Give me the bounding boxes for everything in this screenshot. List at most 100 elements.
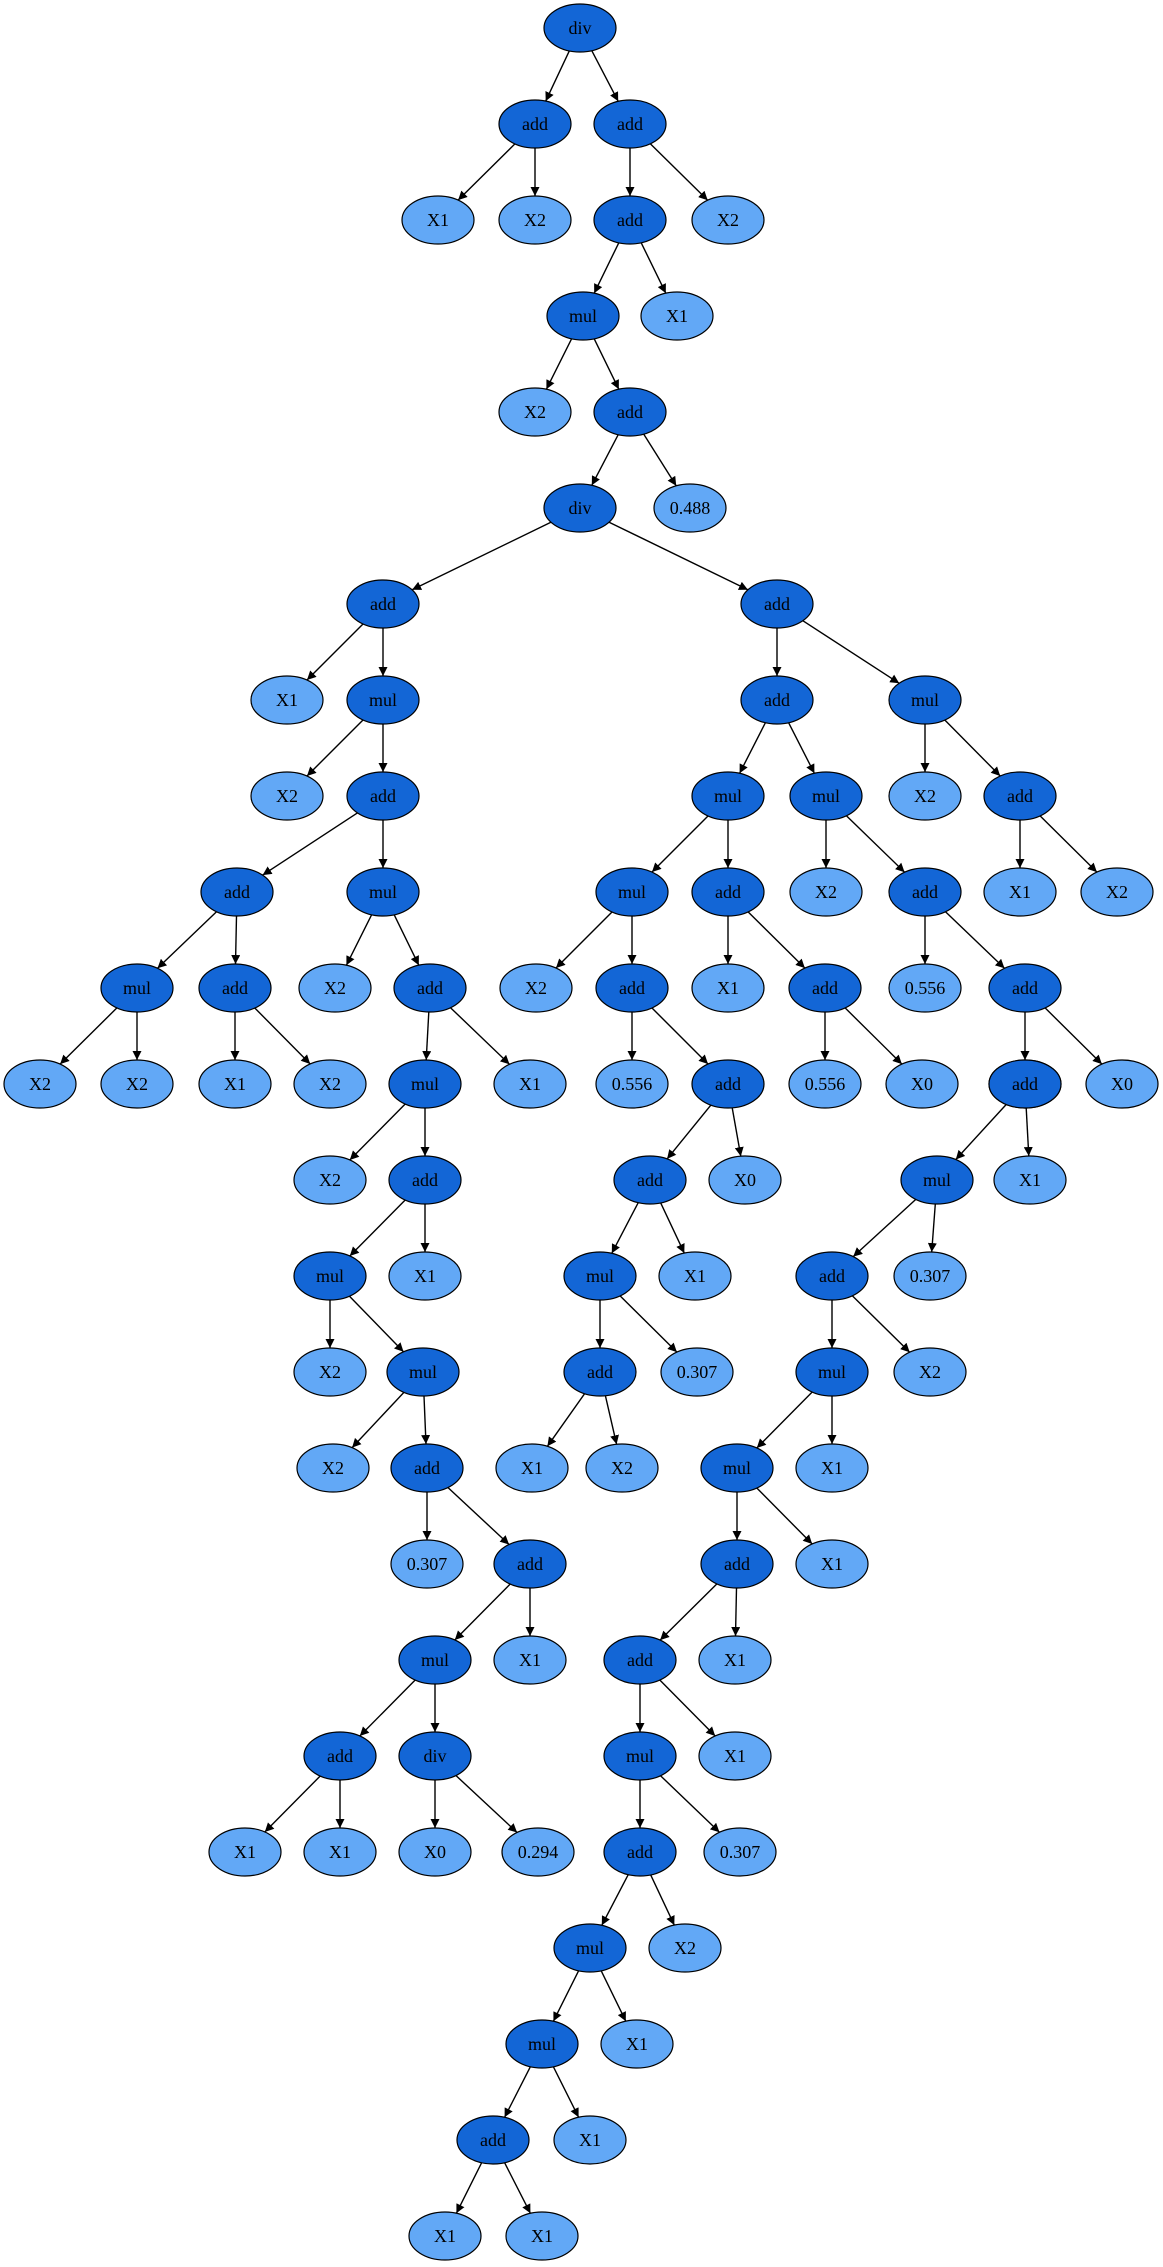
edge-n78-n82: [852, 1198, 917, 1258]
node-label: 0.307: [720, 1842, 761, 1862]
node-label: mul: [411, 1074, 439, 1094]
edge-n21-n38: [421, 1395, 431, 1445]
node-ellipse: [603, 1635, 677, 1685]
node-ellipse: [691, 195, 765, 245]
leaf-node-n75: X0: [1085, 1059, 1159, 1109]
node-label: X0: [911, 1074, 933, 1094]
node-label: X1: [684, 1266, 706, 1286]
leaf-node-n73: X0: [708, 1155, 782, 1205]
operator-node-n52: mul: [691, 771, 765, 821]
operator-node-n16: mul: [346, 675, 420, 725]
node-label: div: [568, 18, 591, 38]
edge-n92-n95: [659, 1679, 716, 1737]
leaf-node-n70: 0.556: [888, 963, 962, 1013]
leaf-node-n9: X2: [498, 387, 572, 437]
operator-node-n21: mul: [386, 1347, 460, 1397]
node-ellipse: [900, 1155, 974, 1205]
node-ellipse: [498, 195, 572, 245]
leaf-node-n103: X1: [553, 2115, 627, 2165]
edge-n19-n22: [231, 915, 241, 965]
edge-n90-n93: [731, 1587, 741, 1637]
node-ellipse: [789, 867, 863, 917]
node-label: add: [327, 1746, 353, 1766]
node-label: X1: [234, 1842, 256, 1862]
edge-n18-n19: [262, 812, 358, 876]
node-label: add: [619, 978, 645, 998]
operator-node-n0: div: [543, 3, 617, 53]
leaf-node-n87: X2: [893, 1347, 967, 1397]
node-label: add: [617, 402, 643, 422]
operator-node-n78: mul: [900, 1155, 974, 1205]
edge-n57-n59: [945, 911, 1005, 969]
operator-node-n29: mul: [346, 867, 420, 917]
node-ellipse: [250, 771, 324, 821]
node-ellipse: [640, 291, 714, 341]
node-ellipse: [893, 1251, 967, 1301]
operator-node-n88: mul: [700, 1443, 774, 1493]
leaf-node-n97: 0.307: [703, 1827, 777, 1877]
operator-node-n40: add: [493, 1539, 567, 1589]
node-label: X1: [724, 1746, 746, 1766]
operator-node-n20: mul: [100, 963, 174, 1013]
node-label: X1: [521, 1458, 543, 1478]
operator-node-n33: mul: [388, 1059, 462, 1109]
node-label: X1: [434, 2226, 456, 2246]
edge-n28-n33: [422, 1011, 432, 1061]
node-label: 0.488: [670, 498, 711, 518]
node-ellipse: [703, 1827, 777, 1877]
operator-node-n13: add: [346, 579, 420, 629]
node-ellipse: [795, 1251, 869, 1301]
node-label: X0: [424, 1842, 446, 1862]
edge-n86-n88: [756, 1391, 813, 1449]
node-label: mul: [812, 786, 840, 806]
operator-node-n44: div: [398, 1731, 472, 1781]
node-label: mul: [818, 1362, 846, 1382]
edge-n98-n101: [600, 1970, 627, 2022]
operator-node-n38: add: [390, 1443, 464, 1493]
edge-n96-n99: [650, 1874, 675, 1926]
operator-node-n72: add: [613, 1155, 687, 1205]
edge-n5-n8: [640, 242, 667, 294]
node-label: add: [637, 1170, 663, 1190]
node-ellipse: [893, 1347, 967, 1397]
edge-n11-n49: [608, 521, 749, 591]
node-label: X2: [525, 978, 547, 998]
node-ellipse: [499, 963, 573, 1013]
operator-node-n41: mul: [398, 1635, 472, 1685]
operator-node-n96: add: [603, 1827, 677, 1877]
operator-node-n55: add: [595, 963, 669, 1013]
edge-n19-n20: [157, 911, 217, 969]
node-label: X2: [611, 1458, 633, 1478]
node-label: X2: [322, 1458, 344, 1478]
leaf-node-n31: X2: [293, 1155, 367, 1205]
node-label: X2: [126, 1074, 148, 1094]
edge-n32-n36: [349, 1199, 406, 1257]
node-label: mul: [911, 690, 939, 710]
leaf-node-n24: X2: [100, 1059, 174, 1109]
leaf-node-n27: X2: [298, 963, 372, 1013]
edge-n67-n72: [666, 1104, 712, 1160]
node-ellipse: [563, 1251, 637, 1301]
node-ellipse: [648, 1923, 722, 1973]
node-label: X2: [919, 1362, 941, 1382]
leaf-node-n95: X1: [698, 1731, 772, 1781]
node-ellipse: [408, 2211, 482, 2261]
edge-n16-n17: [306, 719, 364, 777]
node-ellipse: [346, 771, 420, 821]
operator-node-n19: add: [200, 867, 274, 917]
node-ellipse: [293, 1251, 367, 1301]
node-ellipse: [983, 771, 1057, 821]
operator-node-n50: add: [740, 675, 814, 725]
leaf-node-n91: X1: [795, 1539, 869, 1589]
node-ellipse: [888, 771, 962, 821]
node-label: 0.294: [518, 1842, 559, 1862]
edge-n80-n85: [604, 1395, 619, 1445]
node-ellipse: [505, 2019, 579, 2069]
node-label: add: [764, 690, 790, 710]
node-label: mul: [618, 882, 646, 902]
node-label: X1: [1009, 882, 1031, 902]
operator-node-n18: add: [346, 771, 420, 821]
node-ellipse: [1080, 867, 1154, 917]
leaf-node-n26: X2: [293, 1059, 367, 1109]
edge-n28-n30: [450, 1007, 510, 1065]
